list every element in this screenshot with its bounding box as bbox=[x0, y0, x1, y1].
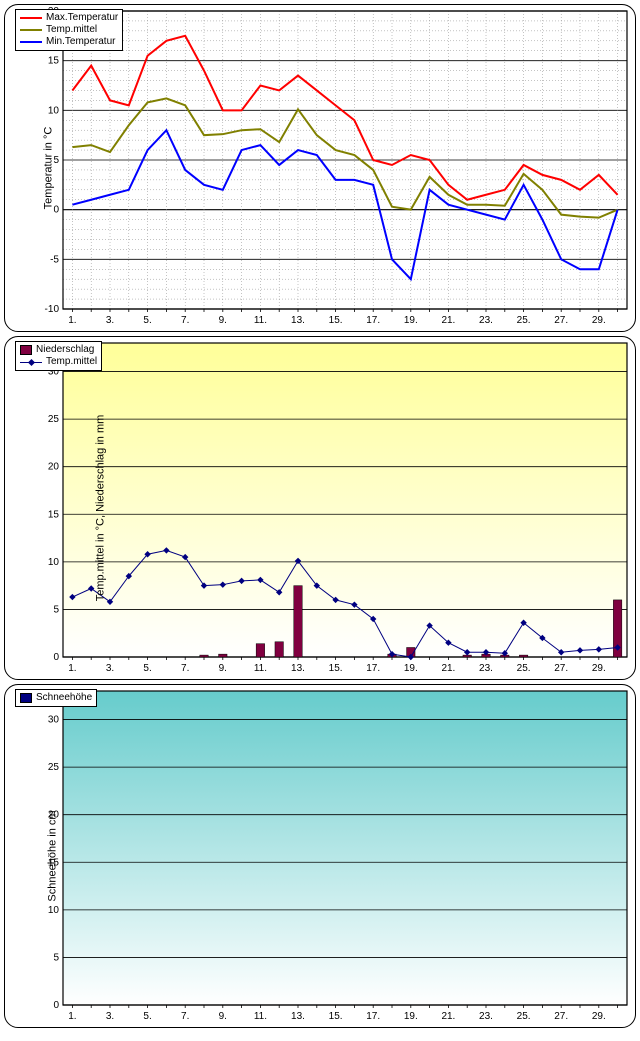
svg-text:7.: 7. bbox=[181, 1011, 189, 1022]
legend-snow: Schneehöhe bbox=[15, 689, 97, 707]
svg-text:21.: 21. bbox=[441, 315, 455, 326]
temp-svg: -10-5051015201.3.5.7.9.11.13.15.17.19.21… bbox=[5, 5, 636, 331]
svg-text:23.: 23. bbox=[479, 1011, 493, 1022]
legend-label-nied: Niederschlag bbox=[36, 344, 94, 356]
svg-text:29.: 29. bbox=[592, 663, 606, 674]
svg-text:0: 0 bbox=[53, 1000, 59, 1011]
svg-text:1.: 1. bbox=[68, 663, 76, 674]
svg-text:20: 20 bbox=[48, 462, 60, 473]
svg-text:23.: 23. bbox=[479, 663, 493, 674]
svg-text:10: 10 bbox=[48, 105, 60, 116]
svg-text:13.: 13. bbox=[291, 315, 305, 326]
precip-chart: Niederschlag Temp.mittel Temp.mittel in … bbox=[4, 336, 636, 680]
legend-temp: Max.Temperatur Temp.mittel Min.Temperatu… bbox=[15, 9, 123, 51]
ylabel-precip: Temp.mittel in °C, Niederschlag in mm bbox=[94, 415, 106, 602]
svg-text:5: 5 bbox=[53, 952, 59, 963]
svg-text:19.: 19. bbox=[404, 663, 418, 674]
svg-text:17.: 17. bbox=[366, 315, 380, 326]
svg-text:11.: 11. bbox=[254, 663, 267, 674]
legend-label-min: Min.Temperatur bbox=[46, 36, 115, 48]
svg-text:5.: 5. bbox=[143, 1011, 151, 1022]
svg-text:15: 15 bbox=[48, 56, 60, 67]
svg-text:11.: 11. bbox=[254, 1011, 267, 1022]
legend-label-snow: Schneehöhe bbox=[36, 692, 92, 704]
svg-text:25: 25 bbox=[48, 762, 60, 773]
svg-text:9.: 9. bbox=[219, 315, 227, 326]
svg-text:25.: 25. bbox=[517, 315, 531, 326]
svg-text:17.: 17. bbox=[366, 1011, 380, 1022]
svg-text:5.: 5. bbox=[143, 663, 151, 674]
svg-text:0: 0 bbox=[53, 652, 59, 663]
legend-label-max: Max.Temperatur bbox=[46, 12, 118, 24]
legend-label-mittel: Temp.mittel bbox=[46, 24, 97, 36]
svg-text:-10: -10 bbox=[45, 304, 60, 315]
svg-text:7.: 7. bbox=[181, 663, 189, 674]
snow-chart: Schneehöhe Schneehöhe in cm 051015202530… bbox=[4, 684, 636, 1028]
ylabel-temp: Temperatur in °C bbox=[42, 127, 54, 210]
svg-text:5: 5 bbox=[53, 155, 59, 166]
ylabel-snow: Schneehöhe in cm bbox=[47, 810, 59, 901]
temperature-chart: Max.Temperatur Temp.mittel Min.Temperatu… bbox=[4, 4, 636, 332]
svg-text:7.: 7. bbox=[181, 315, 189, 326]
svg-text:21.: 21. bbox=[441, 663, 455, 674]
svg-text:-5: -5 bbox=[50, 254, 59, 265]
svg-text:11.: 11. bbox=[254, 315, 267, 326]
svg-text:13.: 13. bbox=[291, 663, 305, 674]
svg-text:1.: 1. bbox=[68, 1011, 76, 1022]
svg-text:3.: 3. bbox=[106, 663, 114, 674]
svg-text:17.: 17. bbox=[366, 663, 380, 674]
svg-text:5.: 5. bbox=[143, 315, 151, 326]
svg-text:29.: 29. bbox=[592, 315, 606, 326]
svg-text:25.: 25. bbox=[517, 1011, 531, 1022]
svg-text:15.: 15. bbox=[329, 663, 343, 674]
snow-svg: 0510152025301.3.5.7.9.11.13.15.17.19.21.… bbox=[5, 685, 636, 1027]
svg-text:10: 10 bbox=[48, 905, 60, 916]
legend-label-tm: Temp.mittel bbox=[46, 356, 97, 368]
svg-text:3.: 3. bbox=[106, 1011, 114, 1022]
svg-text:21.: 21. bbox=[441, 1011, 455, 1022]
svg-text:9.: 9. bbox=[219, 663, 227, 674]
svg-text:1.: 1. bbox=[68, 315, 76, 326]
svg-text:3.: 3. bbox=[106, 315, 114, 326]
svg-text:29.: 29. bbox=[592, 1011, 606, 1022]
svg-text:27.: 27. bbox=[554, 1011, 568, 1022]
svg-text:15.: 15. bbox=[329, 315, 343, 326]
svg-text:23.: 23. bbox=[479, 315, 493, 326]
svg-text:25: 25 bbox=[48, 414, 60, 425]
svg-text:9.: 9. bbox=[219, 1011, 227, 1022]
svg-text:5: 5 bbox=[53, 604, 59, 615]
svg-text:30: 30 bbox=[48, 715, 60, 726]
svg-text:19.: 19. bbox=[404, 1011, 418, 1022]
svg-text:13.: 13. bbox=[291, 1011, 305, 1022]
svg-text:10: 10 bbox=[48, 557, 60, 568]
svg-text:15.: 15. bbox=[329, 1011, 343, 1022]
svg-text:27.: 27. bbox=[554, 663, 568, 674]
svg-text:19.: 19. bbox=[404, 315, 418, 326]
svg-text:15: 15 bbox=[48, 509, 60, 520]
svg-text:25.: 25. bbox=[517, 663, 531, 674]
svg-text:0: 0 bbox=[53, 205, 59, 216]
legend-precip: Niederschlag Temp.mittel bbox=[15, 341, 102, 371]
svg-text:27.: 27. bbox=[554, 315, 568, 326]
